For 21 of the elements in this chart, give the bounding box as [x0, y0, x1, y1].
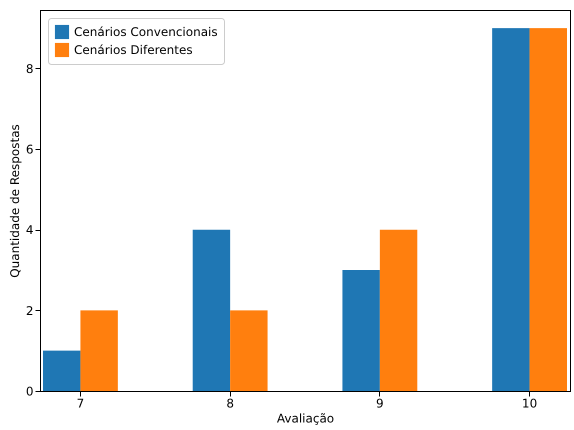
bar [230, 310, 268, 391]
y-tick-label: 4 [26, 223, 34, 238]
bar [342, 270, 380, 391]
x-tick-label: 7 [76, 396, 84, 410]
x-tick-label: 10 [522, 396, 538, 410]
bar [80, 310, 118, 391]
y-tick-label: 6 [26, 142, 34, 157]
y-tick-label: 0 [26, 384, 34, 398]
x-axis-title: Avaliação [276, 412, 334, 426]
bar [192, 230, 230, 391]
legend-label: Cenários Diferentes [74, 43, 193, 57]
y-tick-label: 8 [26, 62, 34, 76]
y-axis-title: Quantidade de Respostas [8, 124, 22, 278]
bar [380, 230, 418, 391]
x-tick-label: 9 [376, 396, 384, 410]
x-tick-label: 8 [226, 396, 234, 410]
bar [530, 28, 568, 391]
bar [42, 350, 80, 391]
bar [492, 28, 530, 391]
legend-label: Cenários Convencionais [74, 25, 218, 39]
y-tick-label: 2 [26, 304, 34, 318]
